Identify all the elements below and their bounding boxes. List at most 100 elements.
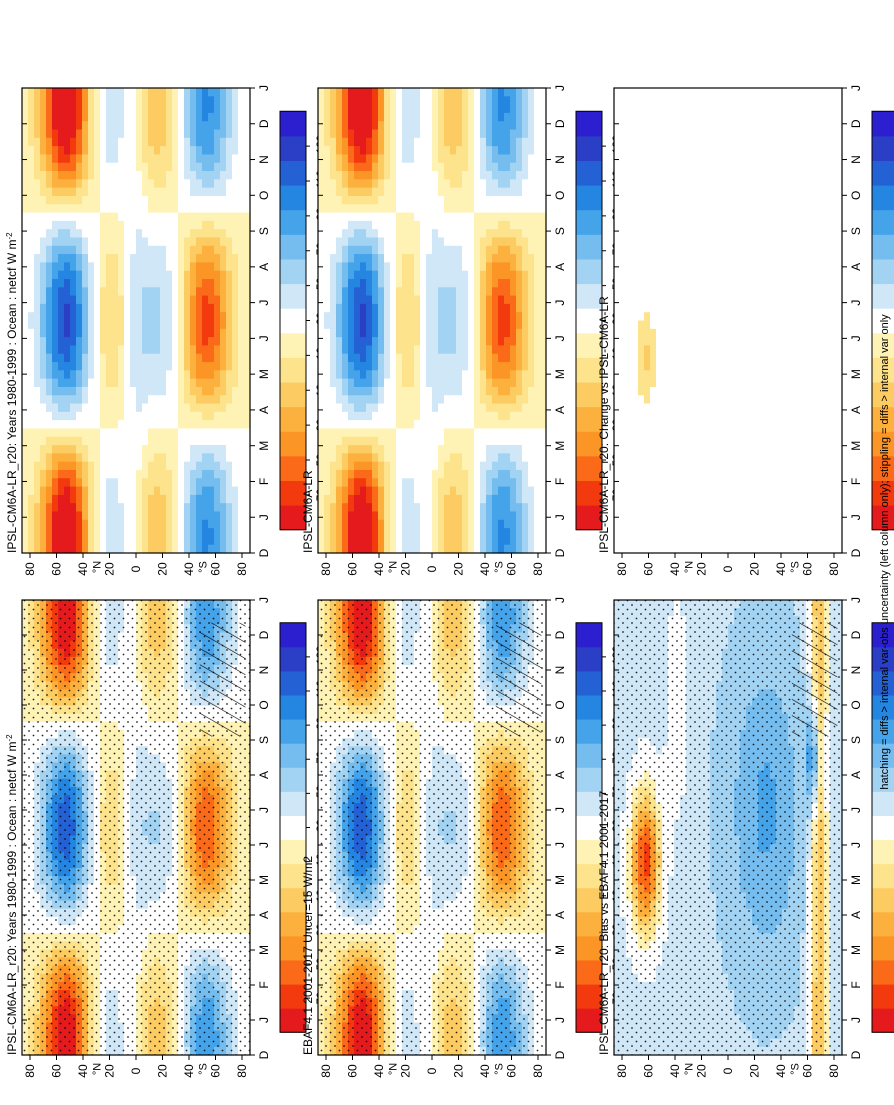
heatmap-cell (88, 237, 95, 247)
heatmap-cell (226, 270, 233, 280)
heatmap-cell (64, 204, 71, 214)
heatmap-cell (82, 121, 89, 131)
heatmap-cell (202, 171, 209, 180)
heatmap-cell (160, 129, 167, 139)
heatmap-cell (106, 378, 113, 388)
heatmap-cell (106, 320, 113, 330)
heatmap-cell (22, 171, 29, 180)
heatmap-cell (46, 469, 53, 479)
heatmap-cell (130, 171, 137, 180)
heatmap-cell (190, 88, 197, 97)
heatmap-cell (100, 536, 107, 546)
heatmap-cell (22, 154, 29, 164)
heatmap-cell (58, 295, 65, 305)
heatmap-cell (52, 536, 59, 546)
heatmap-cell (82, 528, 89, 537)
heatmap-cell (202, 88, 209, 97)
heatmap-cell (94, 154, 101, 164)
heatmap-cell (148, 187, 155, 197)
heatmap-cell (40, 328, 47, 338)
heatmap-cell (52, 96, 59, 106)
heatmap-cell (226, 436, 233, 446)
heatmap-cell (208, 96, 215, 106)
heatmap-cell (232, 511, 239, 521)
heatmap-cell (22, 370, 29, 380)
heatmap-cell (214, 320, 221, 330)
heatmap-cell (58, 494, 65, 504)
heatmap-cell (136, 536, 143, 546)
heatmap-cell (40, 88, 47, 97)
heatmap-cell (40, 544, 47, 554)
heatmap-cell (148, 503, 155, 513)
heatmap-cell (154, 528, 161, 537)
heatmap-cell (172, 204, 179, 214)
month-tick-label: D (257, 630, 271, 639)
heatmap-cell (58, 511, 65, 521)
heatmap-cell (184, 378, 191, 388)
heatmap-cell (226, 395, 233, 405)
heatmap-cell (214, 337, 221, 347)
heatmap-cell (220, 112, 227, 122)
heatmap-cell (202, 544, 209, 554)
heatmap-cell (34, 353, 41, 363)
heatmap-cell (166, 237, 173, 247)
heatmap-cell (82, 328, 89, 338)
heatmap-cell (88, 436, 95, 446)
heatmap-cell (94, 245, 101, 255)
heatmap-cell (124, 237, 131, 247)
heatmap-cell (118, 345, 125, 355)
heatmap-cell (166, 154, 173, 164)
heatmap-cell (76, 212, 83, 222)
heatmap-cell (40, 220, 47, 230)
heatmap-cell (202, 204, 209, 214)
heatmap-cell (166, 345, 173, 355)
heatmap-cell (136, 287, 143, 297)
heatmap-cell (46, 395, 53, 405)
heatmap-cell (46, 445, 53, 454)
heatmap-cell (28, 420, 35, 430)
colorbar-segment (280, 1008, 306, 1033)
heatmap-cell (226, 445, 233, 454)
colorbar-segment (280, 332, 306, 358)
heatmap-cell (166, 312, 173, 322)
heatmap-cell (64, 378, 71, 388)
heatmap-cell (58, 503, 65, 513)
heatmap-cell (196, 362, 203, 371)
heatmap-cell (232, 303, 239, 313)
heatmap-cell (34, 212, 41, 222)
heatmap-cell (88, 204, 95, 214)
heatmap-cell (52, 370, 59, 380)
heatmap-cell (178, 270, 185, 280)
heatmap-cell (76, 395, 83, 405)
heatmap-cell (46, 328, 53, 338)
heatmap-cell (232, 528, 239, 537)
heatmap-cell (82, 478, 89, 488)
heatmap-cell (130, 303, 137, 313)
heatmap-cell (136, 378, 143, 388)
heatmap-cell (220, 386, 227, 396)
heatmap-cell (64, 519, 71, 529)
heatmap-cell (142, 345, 149, 355)
heatmap-cell (136, 104, 143, 114)
heatmap-cell (106, 237, 113, 247)
heatmap-cell (226, 528, 233, 537)
heatmap-cell (160, 519, 167, 529)
heatmap-cell (178, 137, 185, 147)
heatmap-cell (148, 420, 155, 430)
heatmap-cell (94, 328, 101, 338)
heatmap-cell (214, 121, 221, 131)
lat-tick-label: 0 (129, 1067, 143, 1074)
heatmap-cell (166, 104, 173, 114)
heatmap-cell (214, 428, 221, 438)
heatmap-cell (202, 262, 209, 272)
heatmap-cell (172, 312, 179, 322)
heatmap-cell (82, 154, 89, 164)
heatmap-cell (238, 303, 245, 313)
colorbar-segment (280, 984, 306, 1009)
heatmap-cell (52, 220, 59, 230)
heatmap-cell (106, 428, 113, 438)
heatmap-cell (220, 96, 227, 106)
heatmap-cell (238, 420, 245, 430)
heatmap-cell (184, 420, 191, 430)
heatmap-cell (148, 129, 155, 139)
